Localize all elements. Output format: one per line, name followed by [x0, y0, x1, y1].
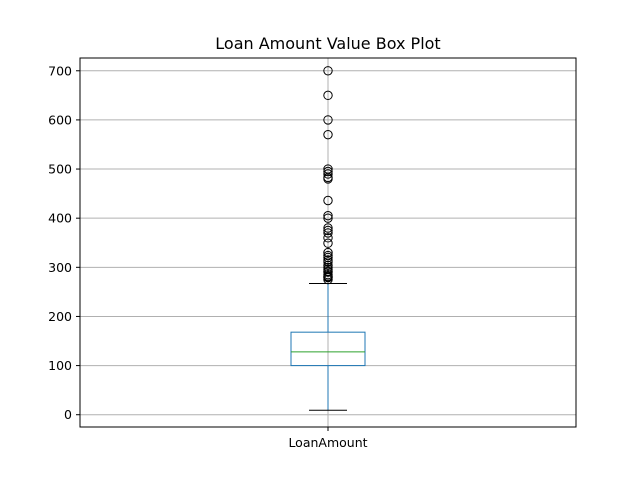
outlier-point — [323, 129, 333, 140]
outlier-point — [323, 247, 333, 258]
outlier-point — [323, 213, 333, 223]
y-tick-label: 100 — [48, 358, 72, 373]
outlier-point — [323, 238, 333, 248]
outlier-point — [323, 115, 333, 125]
outlier-point — [323, 250, 333, 261]
y-tick-label: 600 — [48, 112, 72, 127]
y-tick-label: 0 — [64, 407, 72, 422]
outlier-point — [323, 211, 333, 221]
plot-frame — [79, 57, 577, 428]
outlier-point — [323, 233, 333, 243]
outlier-point — [323, 66, 333, 76]
box-plot-marks — [290, 66, 366, 411]
y-tick-label: 400 — [48, 211, 72, 226]
outlier-point — [323, 90, 333, 101]
outlier-point — [323, 225, 333, 236]
outlier-point — [323, 169, 333, 179]
chart-title: Loan Amount Value Box Plot — [215, 34, 440, 53]
y-tick-label: 500 — [48, 162, 72, 177]
outlier-point — [323, 228, 333, 238]
y-tick-label: 300 — [48, 260, 72, 275]
y-tick-label: 700 — [48, 63, 72, 78]
outlier-point — [323, 269, 333, 280]
outlier-point — [323, 195, 333, 206]
x-tick-label: LoanAmount — [288, 435, 367, 450]
outlier-point — [323, 223, 333, 233]
iqr-box — [290, 331, 366, 367]
axes: 0 100 200 300 400 500 600 700 LoanAmount — [48, 63, 367, 450]
outlier-point — [323, 260, 333, 271]
outlier-point — [323, 255, 333, 265]
outlier-point — [323, 166, 333, 177]
outlier-point — [323, 164, 333, 174]
y-tick-label: 200 — [48, 309, 72, 324]
